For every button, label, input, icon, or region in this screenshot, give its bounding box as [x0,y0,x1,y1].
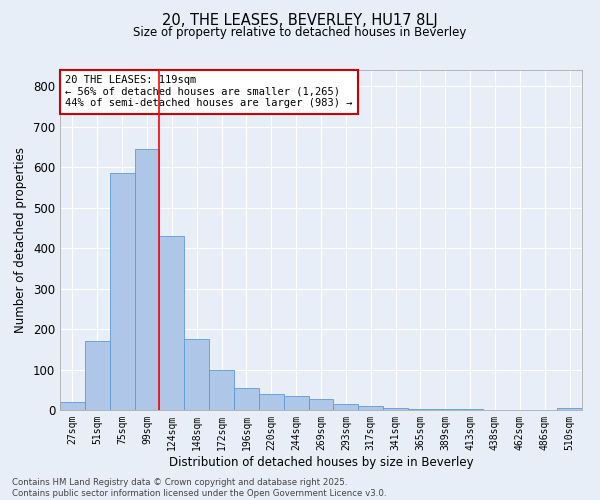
Bar [383,408,408,410]
Bar [433,409,458,410]
Bar [458,409,482,410]
Bar [160,236,184,410]
Bar [259,394,284,410]
Bar [308,398,334,410]
Bar [184,339,209,410]
Text: 20 THE LEASES: 119sqm
← 56% of detached houses are smaller (1,265)
44% of semi-d: 20 THE LEASES: 119sqm ← 56% of detached … [65,75,353,108]
Bar [334,404,358,410]
Bar [408,409,433,410]
Text: Contains HM Land Registry data © Crown copyright and database right 2025.
Contai: Contains HM Land Registry data © Crown c… [12,478,386,498]
Bar [60,402,85,410]
Bar [134,149,160,410]
Y-axis label: Number of detached properties: Number of detached properties [14,147,28,333]
Bar [358,406,383,410]
Text: 20, THE LEASES, BEVERLEY, HU17 8LJ: 20, THE LEASES, BEVERLEY, HU17 8LJ [162,12,438,28]
Bar [284,396,308,410]
Text: Size of property relative to detached houses in Beverley: Size of property relative to detached ho… [133,26,467,39]
X-axis label: Distribution of detached houses by size in Beverley: Distribution of detached houses by size … [169,456,473,468]
Bar [234,388,259,410]
Bar [557,408,582,410]
Bar [209,370,234,410]
Bar [110,173,134,410]
Bar [85,341,110,410]
